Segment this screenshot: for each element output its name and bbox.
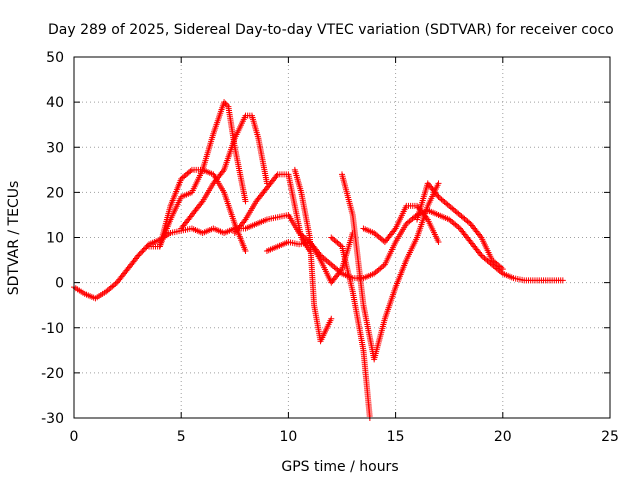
- grid: [74, 57, 610, 418]
- axis-ticks: 0 5 10 15 20 25 -30 -20 -10 0 10 20 30 40 50: [41, 50, 619, 445]
- x-tick-label: 25: [601, 429, 619, 445]
- data-point: [139, 248, 146, 255]
- y-tick-label: 0: [55, 276, 64, 292]
- y-tick-label: 40: [46, 95, 64, 111]
- y-tick-label: -10: [41, 321, 64, 337]
- y-tick-label: -30: [41, 411, 64, 427]
- y-tick-label: 20: [46, 185, 64, 201]
- data-point: [499, 266, 506, 273]
- x-tick-label: 0: [70, 429, 79, 445]
- y-tick-label: -20: [41, 366, 64, 382]
- data-point: [135, 252, 142, 259]
- data-point: [138, 249, 144, 256]
- data-point: [140, 246, 147, 253]
- y-tick-label: 30: [46, 140, 64, 156]
- y-tick-label: 50: [46, 50, 64, 66]
- chart-title: Day 289 of 2025, Sidereal Day-to-day VTE…: [48, 22, 614, 38]
- y-tick-label: 10: [46, 231, 64, 247]
- data-point: [328, 315, 335, 322]
- x-tick-label: 10: [279, 429, 297, 445]
- data-point: [242, 248, 249, 255]
- data-point: [435, 180, 442, 187]
- data-point: [136, 251, 143, 258]
- x-axis-label: GPS time / hours: [281, 459, 398, 475]
- data-point: [242, 198, 249, 205]
- x-tick-label: 15: [387, 429, 405, 445]
- data-points: [71, 99, 566, 421]
- data-point: [144, 242, 151, 249]
- data-point: [143, 244, 150, 251]
- data-point: [559, 277, 566, 284]
- data-point: [435, 239, 442, 246]
- x-tick-label: 5: [177, 429, 186, 445]
- x-tick-label: 20: [494, 429, 512, 445]
- data-point: [142, 245, 149, 252]
- y-axis-label: SDTVAR / TECUs: [6, 181, 22, 296]
